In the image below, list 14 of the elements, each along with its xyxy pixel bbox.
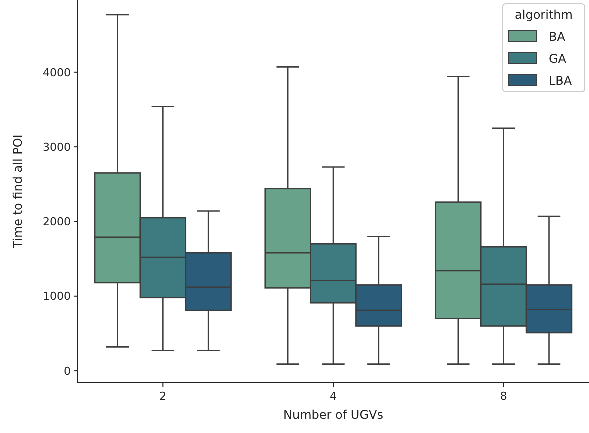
y-tick-label: 3000 <box>43 140 71 154</box>
y-tick-label: 1000 <box>43 290 71 304</box>
legend-title: algorithm <box>515 8 573 22</box>
legend-label: BA <box>549 30 566 44</box>
legend-label: GA <box>549 52 568 66</box>
y-axis-title: Time to find all POI <box>11 134 25 250</box>
x-tick-label: 2 <box>160 390 167 403</box>
y-tick-label: 2000 <box>43 216 71 229</box>
x-tick-label: 4 <box>330 390 337 403</box>
x-axis-title: Number of UGVs <box>284 408 384 422</box>
legend-label: LBA <box>549 74 573 88</box>
y-tick-label: 0 <box>64 364 71 378</box>
x-tick-label: 8 <box>500 390 508 403</box>
y-tick-label: 4000 <box>43 66 71 80</box>
